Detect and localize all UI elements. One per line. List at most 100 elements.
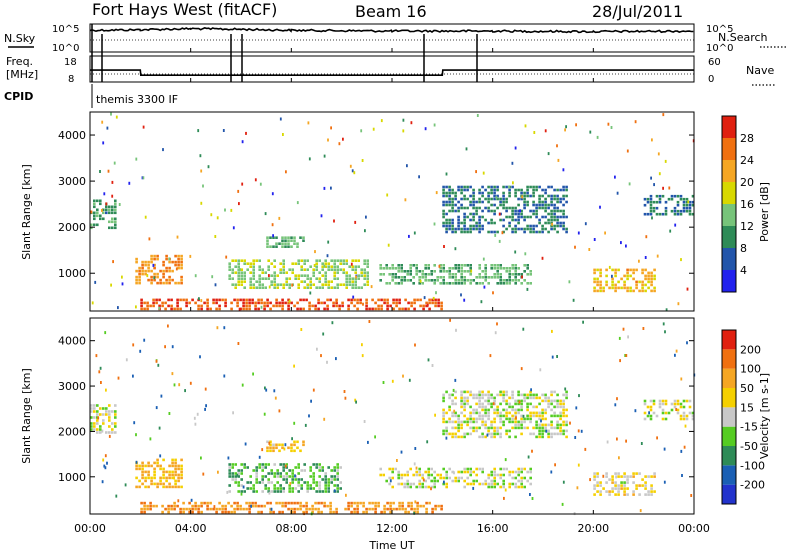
heat-cell-2	[302, 298, 305, 302]
heat-cell-5	[466, 279, 469, 282]
heat-cell-6	[460, 230, 463, 234]
heat-cell-6	[460, 420, 463, 424]
heat-scatter-cell	[470, 269, 473, 273]
heat-cell-7	[617, 280, 620, 284]
heat-cell-5	[484, 267, 487, 270]
heat-cell-6	[517, 218, 520, 222]
heat-cell-3	[321, 283, 324, 286]
heat-cell-6	[478, 393, 481, 397]
heat-cell-5	[394, 267, 397, 270]
heat-cell-0	[93, 211, 96, 215]
heat-cell-2	[395, 507, 398, 511]
heat-cell-6	[454, 390, 457, 394]
heat-cell-3	[267, 472, 270, 475]
heat-cell-3	[258, 463, 261, 466]
heat-cell-2	[176, 504, 179, 508]
heat-cell-6	[463, 206, 466, 210]
heat-cell-2	[380, 307, 383, 311]
heat-cell-5	[502, 282, 505, 285]
heat-cell-6	[523, 203, 526, 207]
velocity-colorbar-tick: -200	[740, 479, 765, 492]
heat-cell-6	[544, 227, 547, 231]
heat-cell-6	[448, 408, 451, 412]
heat-cell-3	[264, 484, 267, 487]
heat-scatter-cell	[402, 118, 405, 122]
heat-cell-6	[508, 396, 511, 400]
heat-cell-3	[318, 487, 321, 490]
heat-cell-3	[228, 262, 231, 265]
heat-cell-0	[90, 425, 93, 428]
heat-cell-6	[514, 191, 517, 195]
heat-cell-8	[643, 402, 647, 406]
heat-cell-1	[165, 485, 168, 489]
heat-cell-3	[276, 286, 279, 289]
colorbar-swatch	[722, 138, 736, 160]
heat-cell-6	[535, 426, 538, 430]
heat-cell-3	[252, 259, 255, 262]
heat-cell-6	[547, 230, 550, 234]
heat-cell-6	[541, 414, 544, 418]
ytick-label: 2000	[58, 425, 86, 438]
heat-cell-5	[409, 482, 412, 486]
heat-cell-6	[556, 224, 559, 228]
heat-cell-3	[282, 463, 285, 466]
heat-cell-6	[562, 215, 565, 219]
heat-cell-0	[93, 217, 96, 221]
heat-cell-2	[239, 504, 242, 508]
heat-scatter-cell	[494, 331, 497, 335]
heat-cell-6	[460, 393, 463, 397]
heat-cell-4	[266, 236, 269, 239]
heat-cell-1	[153, 257, 156, 261]
heat-cell-3	[279, 268, 282, 271]
heat-cell-2	[224, 507, 227, 511]
heat-cell-3	[252, 490, 255, 493]
heat-cell-3	[318, 481, 321, 484]
heat-cell-6	[514, 206, 517, 210]
heat-cell-4	[287, 245, 290, 248]
heat-cell-5	[496, 276, 499, 279]
heat-cell-7	[593, 487, 596, 490]
heat-cell-2	[266, 501, 269, 505]
heat-cell-5	[463, 485, 466, 489]
heat-scatter-cell	[639, 509, 642, 513]
heat-cell-3	[318, 271, 321, 274]
heat-cell-3	[270, 469, 273, 472]
heat-cell-2	[311, 304, 314, 308]
heat-cell-6	[541, 224, 544, 228]
heat-scatter-cell	[184, 389, 186, 393]
heat-scatter-cell	[663, 447, 666, 451]
heat-cell-6	[469, 420, 472, 424]
heat-cell-3	[261, 466, 264, 469]
heat-cell-3	[366, 259, 369, 262]
heat-cell-0	[111, 431, 114, 434]
heat-cell-5	[529, 482, 532, 486]
heat-scatter-cell	[530, 388, 532, 392]
heat-cell-3	[321, 268, 324, 271]
heat-cell-7	[626, 274, 629, 278]
heat-cell-5	[394, 273, 397, 276]
heat-cell-6	[502, 414, 505, 418]
heat-cell-5	[517, 485, 520, 489]
heat-cell-6	[517, 212, 520, 216]
heat-cell-5	[418, 473, 421, 477]
heat-cell-4	[290, 236, 293, 239]
heat-cell-6	[562, 185, 565, 189]
heat-scatter-cell	[531, 497, 534, 500]
heat-cell-2	[416, 510, 419, 514]
heat-cell-6	[463, 405, 466, 409]
heat-scatter-cell	[143, 338, 146, 342]
heat-cell-8	[646, 200, 650, 204]
heat-cell-2	[185, 298, 188, 302]
heat-cell-2	[146, 307, 149, 311]
heat-cell-2	[422, 307, 425, 311]
heat-cell-7	[605, 481, 608, 484]
heat-cell-3	[327, 283, 330, 286]
heat-scatter-cell	[314, 250, 316, 254]
heat-scatter-cell	[568, 280, 571, 284]
heat-cell-5	[460, 264, 463, 267]
heat-cell-2	[158, 304, 161, 308]
heat-scatter-cell	[207, 165, 210, 169]
heat-scatter-cell	[200, 299, 203, 303]
heat-cell-3	[234, 478, 237, 481]
heat-cell-2	[143, 501, 146, 505]
